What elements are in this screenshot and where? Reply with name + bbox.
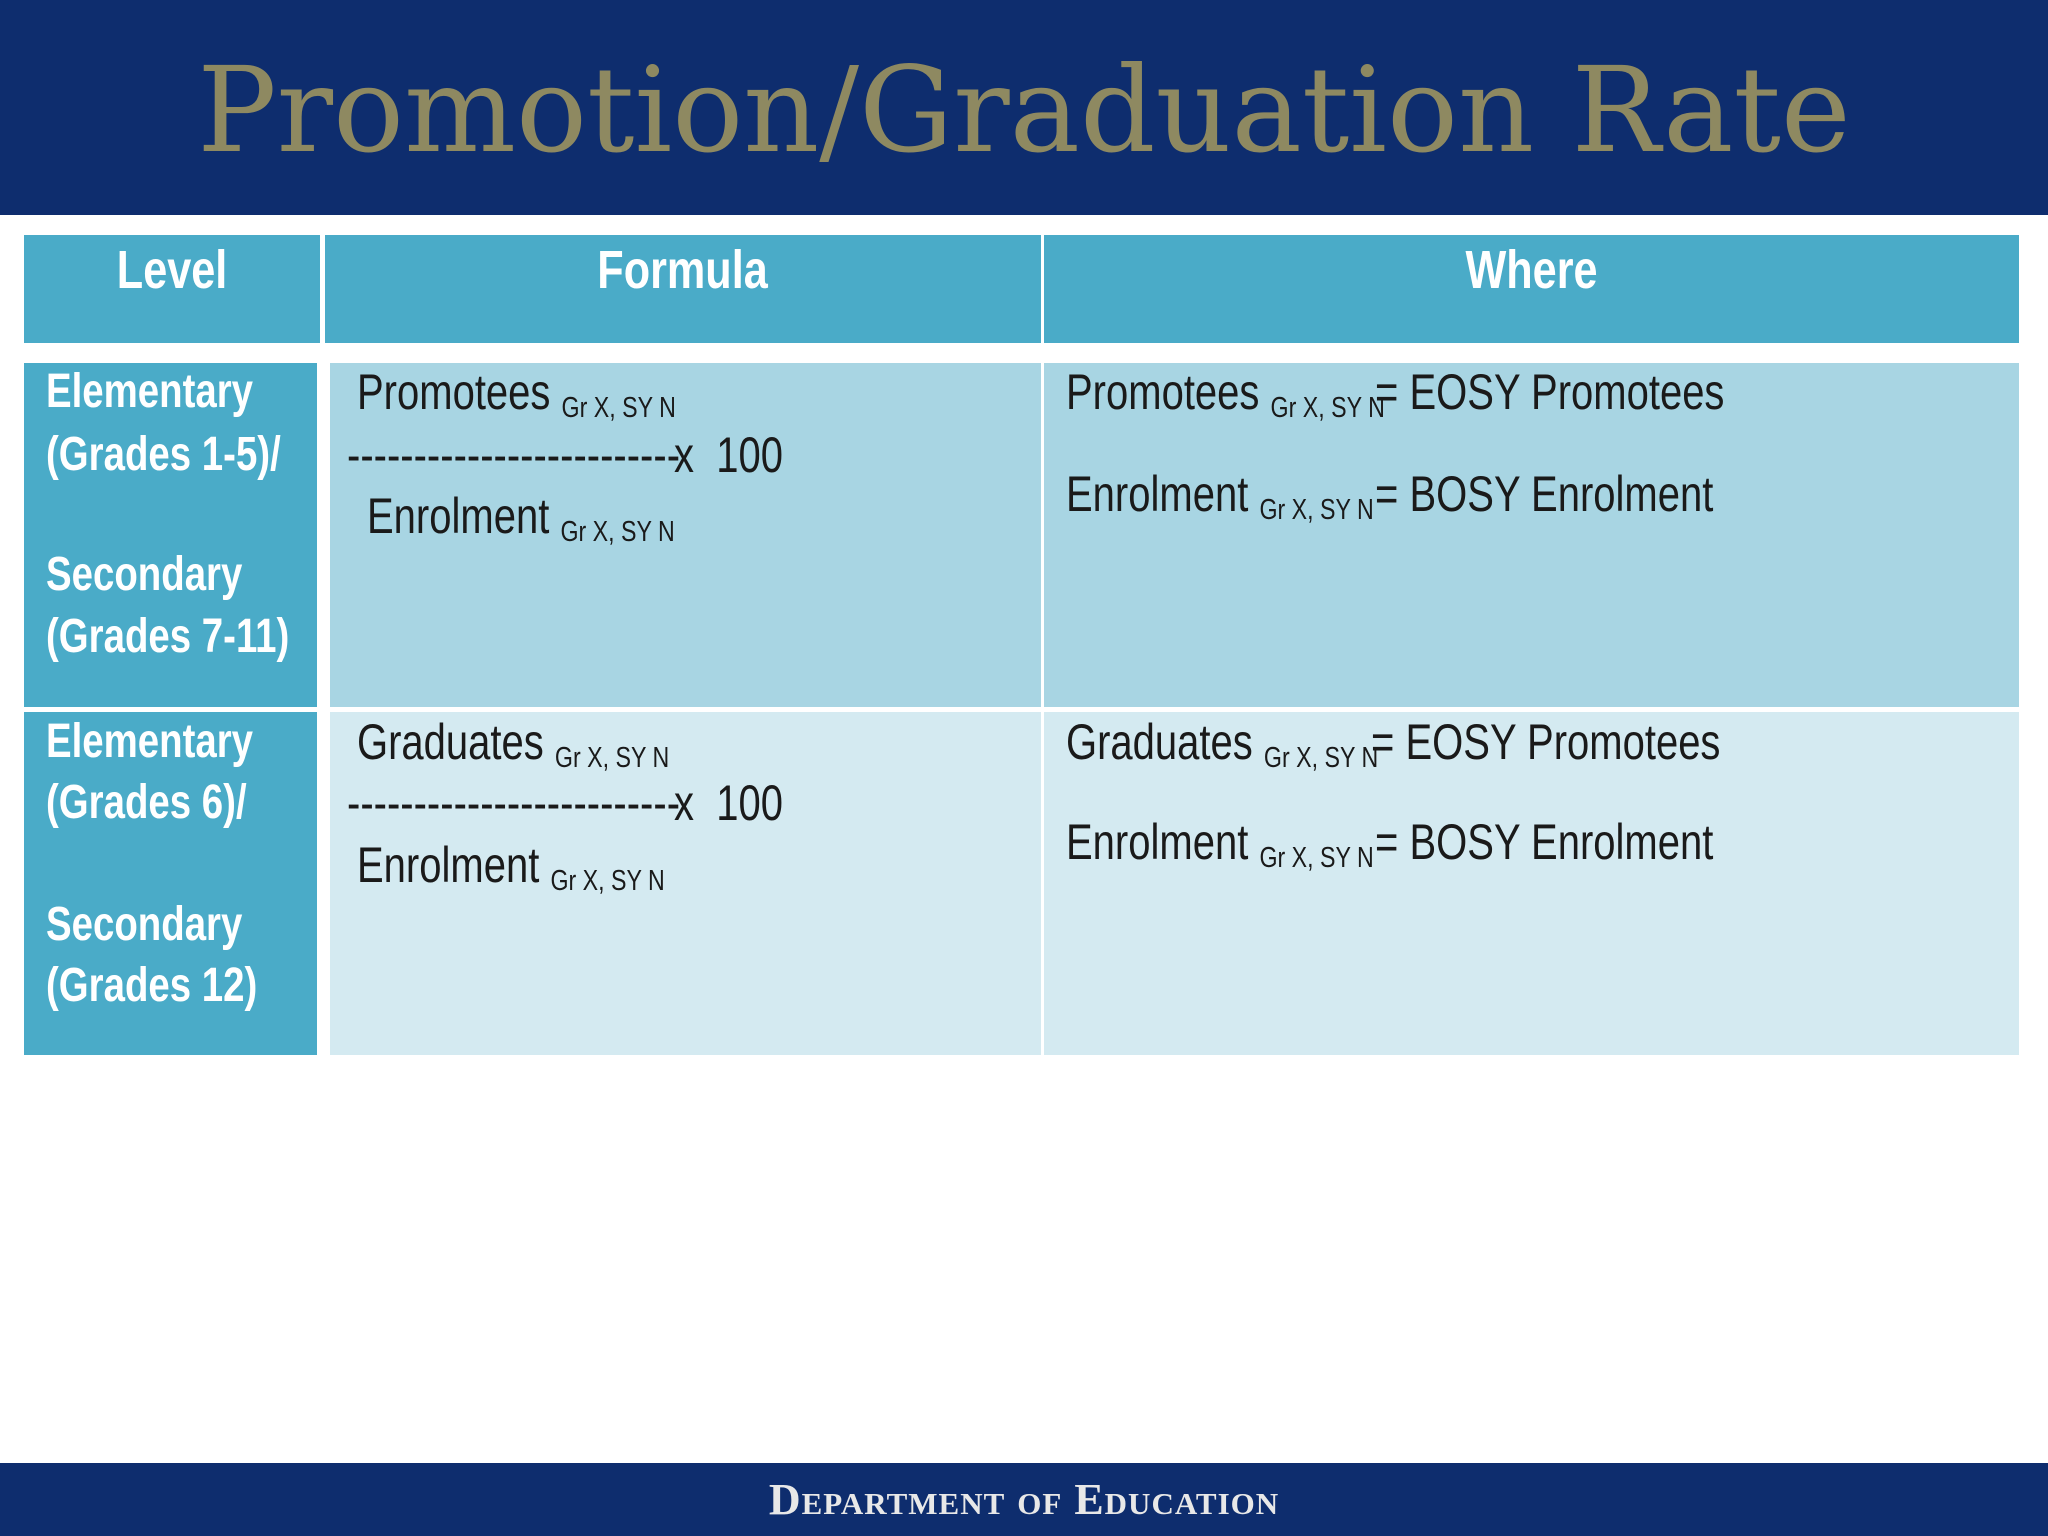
subscript: Gr X, SY N [560, 516, 675, 548]
header-cell [1044, 235, 2019, 343]
denominator: Enrolment Gr X, SY N [357, 835, 665, 911]
level-text: (Grades 12) [46, 959, 258, 1012]
where-definition: = BOSY Enrolment [1375, 814, 1714, 870]
column-header: Level [24, 235, 320, 305]
term: Enrolment [1066, 466, 1249, 522]
where-definition: = BOSY Enrolment [1375, 466, 1714, 522]
header-band [0, 0, 2048, 215]
where-term: Enrolment Gr X, SY N [1066, 464, 1374, 540]
formula-cell [330, 712, 1041, 1055]
level-text: (Grades 6)/ [46, 776, 247, 829]
term: Promotees [357, 364, 551, 420]
level-text: Secondary [46, 548, 243, 601]
numerator: Graduates Gr X, SY N [357, 712, 669, 788]
footer-text: Department of Education [768, 1475, 1280, 1524]
where-term: Promotees Gr X, SY N [1066, 362, 1385, 438]
header-cell [24, 235, 320, 343]
multiplier: x 100 [674, 427, 783, 483]
where-cell [1044, 363, 2019, 707]
level-text: Elementary [46, 715, 254, 768]
level-text: Elementary [46, 365, 254, 418]
numerator: Promotees Gr X, SY N [357, 362, 676, 438]
formula-cell [330, 363, 1041, 707]
subscript: Gr X, SY N [561, 392, 676, 424]
column-header: Formula [325, 235, 1041, 305]
where-cell [1044, 712, 2019, 1055]
where-definition: = EOSY Promotees [1371, 714, 1721, 770]
denominator: Enrolment Gr X, SY N [367, 486, 675, 562]
header-cell [325, 235, 1041, 343]
term: Enrolment [357, 837, 540, 893]
where-term: Graduates Gr X, SY N [1066, 712, 1378, 788]
term: Promotees [1066, 364, 1260, 420]
column-header-text: Formula [597, 240, 769, 300]
level-text: (Grades 7-11) [46, 610, 290, 663]
subscript: Gr X, SY N [1259, 842, 1374, 874]
column-header: Where [1044, 235, 2019, 305]
term: Graduates [1066, 714, 1253, 770]
column-header-text: Level [116, 240, 228, 300]
term: Enrolment [1066, 814, 1249, 870]
level-text: Secondary [46, 898, 243, 951]
subscript: Gr X, SY N [1263, 742, 1379, 774]
footer-band [0, 1463, 2048, 1536]
level-text: (Grades 1-5)/ [46, 428, 281, 481]
level-cell [24, 712, 317, 1055]
multiplier: x 100 [674, 775, 783, 831]
fraction-dashes: ------------------------- [347, 775, 681, 831]
subscript: Gr X, SY N [554, 742, 670, 774]
subscript: Gr X, SY N [550, 865, 665, 897]
slide-title: Promotion/Graduation Rate [197, 41, 1851, 179]
column-header-text: Where [1465, 240, 1598, 300]
fraction-dashes: ------------------------- [347, 427, 681, 483]
term: Enrolment [367, 488, 550, 544]
where-term: Enrolment Gr X, SY N [1066, 812, 1374, 888]
subscript: Gr X, SY N [1259, 494, 1374, 526]
subscript: Gr X, SY N [1270, 392, 1385, 424]
where-definition: = EOSY Promotees [1375, 364, 1725, 420]
level-cell [24, 363, 317, 707]
term: Graduates [357, 714, 544, 770]
